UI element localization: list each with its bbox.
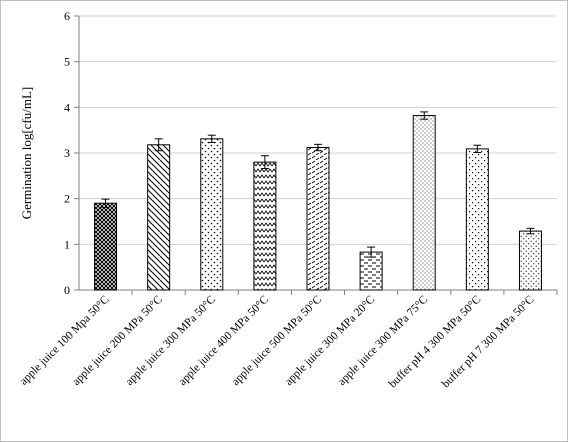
bar [306,147,330,291]
x-tick-label: buffer pH 4 300 MPa 50°C [387,293,484,390]
bars [94,111,542,291]
x-tick-label: apple juice 200 MPa 50°C [70,293,165,388]
bar [253,161,277,291]
y-tick-label: 1 [64,237,70,251]
x-tick-label: apple juice 400 MPa 50°C [177,293,272,388]
y-axis-title: Germination log[cfu/mL] [19,87,34,220]
x-tick-label: apple juice 300 MPa 50°C [124,293,219,388]
x-tick-label: apple juice 100 Mpa 50°C [18,293,112,387]
x-tick-label: buffer pH 7 300 MPa 50°C [440,293,537,390]
y-tick-label: 2 [64,192,70,206]
bar [359,251,383,291]
y-tick-label: 3 [64,146,70,160]
x-tick-label: apple juice 300 MPa 20°C [283,293,378,388]
y-tick-label: 0 [64,283,70,297]
y-tick-label: 5 [64,55,70,69]
bar [147,144,171,291]
bar [465,148,489,291]
bar [412,115,436,291]
x-tick-label: apple juice 300 MPa 75°C [336,293,431,388]
y-tick-label: 6 [64,9,70,23]
bar [518,230,542,291]
x-tick-label: apple juice 500 MPa 50°C [230,293,325,388]
y-tick-label: 4 [64,100,70,114]
bar [200,138,224,291]
bar [94,202,118,291]
